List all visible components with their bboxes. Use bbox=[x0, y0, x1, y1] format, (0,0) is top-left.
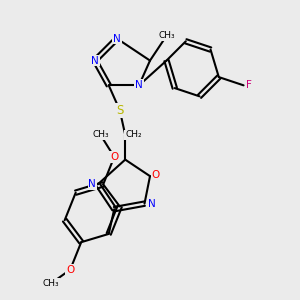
Text: CH₃: CH₃ bbox=[43, 279, 59, 288]
Text: O: O bbox=[66, 265, 74, 275]
Text: CH₂: CH₂ bbox=[125, 130, 142, 140]
Text: N: N bbox=[135, 80, 143, 90]
Text: O: O bbox=[152, 170, 160, 180]
Text: N: N bbox=[148, 199, 155, 209]
Text: N: N bbox=[88, 179, 96, 189]
Text: N: N bbox=[113, 34, 121, 44]
Text: CH₃: CH₃ bbox=[158, 31, 175, 40]
Text: N: N bbox=[91, 56, 99, 66]
Text: CH₃: CH₃ bbox=[92, 130, 109, 140]
Text: F: F bbox=[246, 80, 252, 90]
Text: O: O bbox=[110, 152, 118, 162]
Text: S: S bbox=[116, 103, 123, 117]
